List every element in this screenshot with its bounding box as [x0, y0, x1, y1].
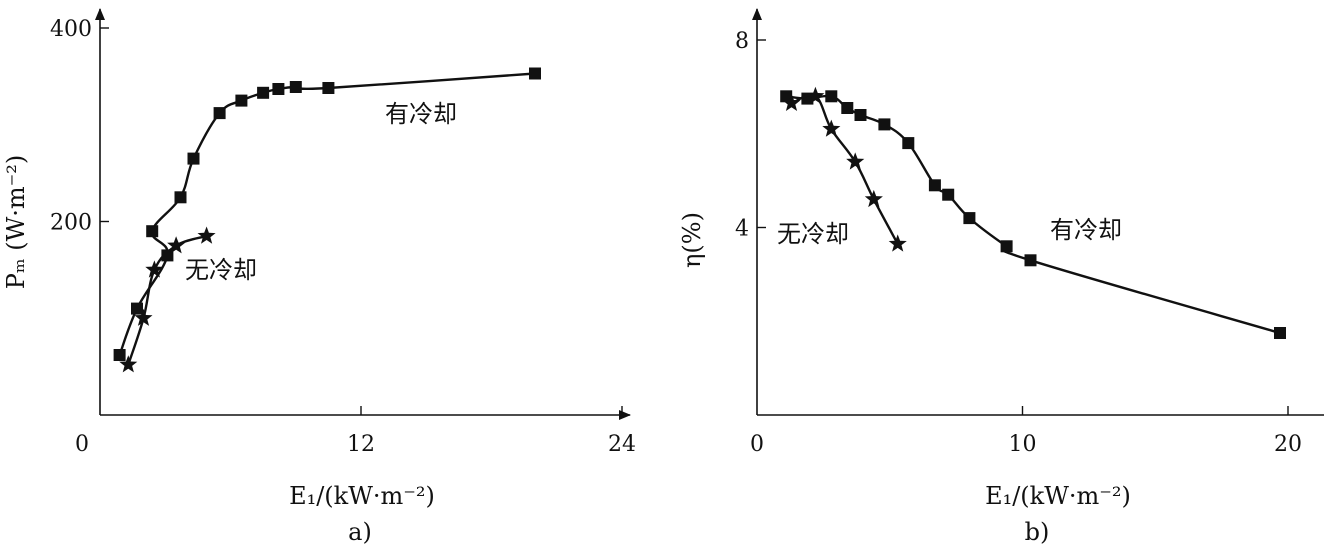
panel-b: 0 10 20 4 8 有冷却 无冷却 E₁/(kW·m⁻²) η(%) b) [678, 8, 1324, 546]
panel-label: b) [1025, 518, 1050, 546]
data-point-square [529, 67, 541, 80]
data-point-star [822, 119, 841, 137]
data-point-square [942, 188, 955, 201]
data-point-square [161, 249, 174, 262]
data-point-square [322, 82, 335, 94]
series-label: 无冷却 [185, 256, 257, 284]
data-point-star [197, 226, 216, 244]
x-tick-label: 24 [608, 432, 636, 457]
data-point-square [1274, 327, 1286, 339]
x-tick-label: 12 [347, 432, 375, 457]
data-point-square [289, 81, 302, 93]
x-tick-label: 10 [1009, 432, 1037, 457]
data-point-star [864, 189, 883, 208]
data-point-star [806, 86, 825, 104]
series-label: 无冷却 [777, 220, 849, 248]
panel-label: a) [348, 518, 372, 546]
data-point-square [174, 191, 187, 204]
y-axis-title: Pₘ (W·m⁻²) [2, 155, 30, 290]
data-point-square [1024, 254, 1037, 267]
data-point-square [146, 225, 159, 238]
data-point-square [878, 118, 891, 131]
y-tick-label: 4 [735, 217, 749, 242]
series-line-cooled [786, 94, 1281, 335]
data-point-square [841, 102, 854, 114]
x-tick-label: 0 [75, 432, 89, 457]
x-tick-label: 0 [750, 432, 764, 457]
data-point-star [167, 236, 186, 254]
data-point-star [888, 234, 907, 252]
data-point-square [780, 90, 793, 103]
data-point-square [213, 107, 226, 120]
data-point-square [902, 137, 915, 150]
data-point-square [928, 179, 941, 192]
data-point-star [846, 152, 865, 170]
data-point-star [782, 93, 801, 111]
series-label: 有冷却 [1050, 216, 1122, 244]
data-point-square [113, 349, 126, 361]
y-axis-title: η(%) [678, 212, 706, 268]
series-label: 有冷却 [385, 100, 457, 128]
series-line-cooled [118, 72, 536, 356]
data-point-square [272, 83, 285, 95]
data-point-square [963, 212, 976, 225]
x-tick-label: 20 [1274, 432, 1302, 457]
data-point-square [854, 109, 867, 121]
data-point-star [145, 260, 164, 278]
y-tick-label: 200 [50, 211, 92, 236]
data-point-square [235, 94, 248, 107]
data-point-star [119, 355, 138, 373]
data-point-square [131, 302, 143, 315]
y-tick-label: 400 [50, 17, 92, 42]
y-tick-label: 8 [735, 29, 749, 54]
data-point-square [257, 86, 270, 99]
data-point-square [187, 152, 200, 165]
data-point-square [1000, 240, 1013, 253]
x-axis-title: E₁/(kW·m⁻²) [985, 482, 1131, 510]
data-point-square [825, 90, 838, 103]
x-axis-title: E₁/(kW·m⁻²) [289, 482, 435, 510]
data-point-star [134, 308, 153, 326]
